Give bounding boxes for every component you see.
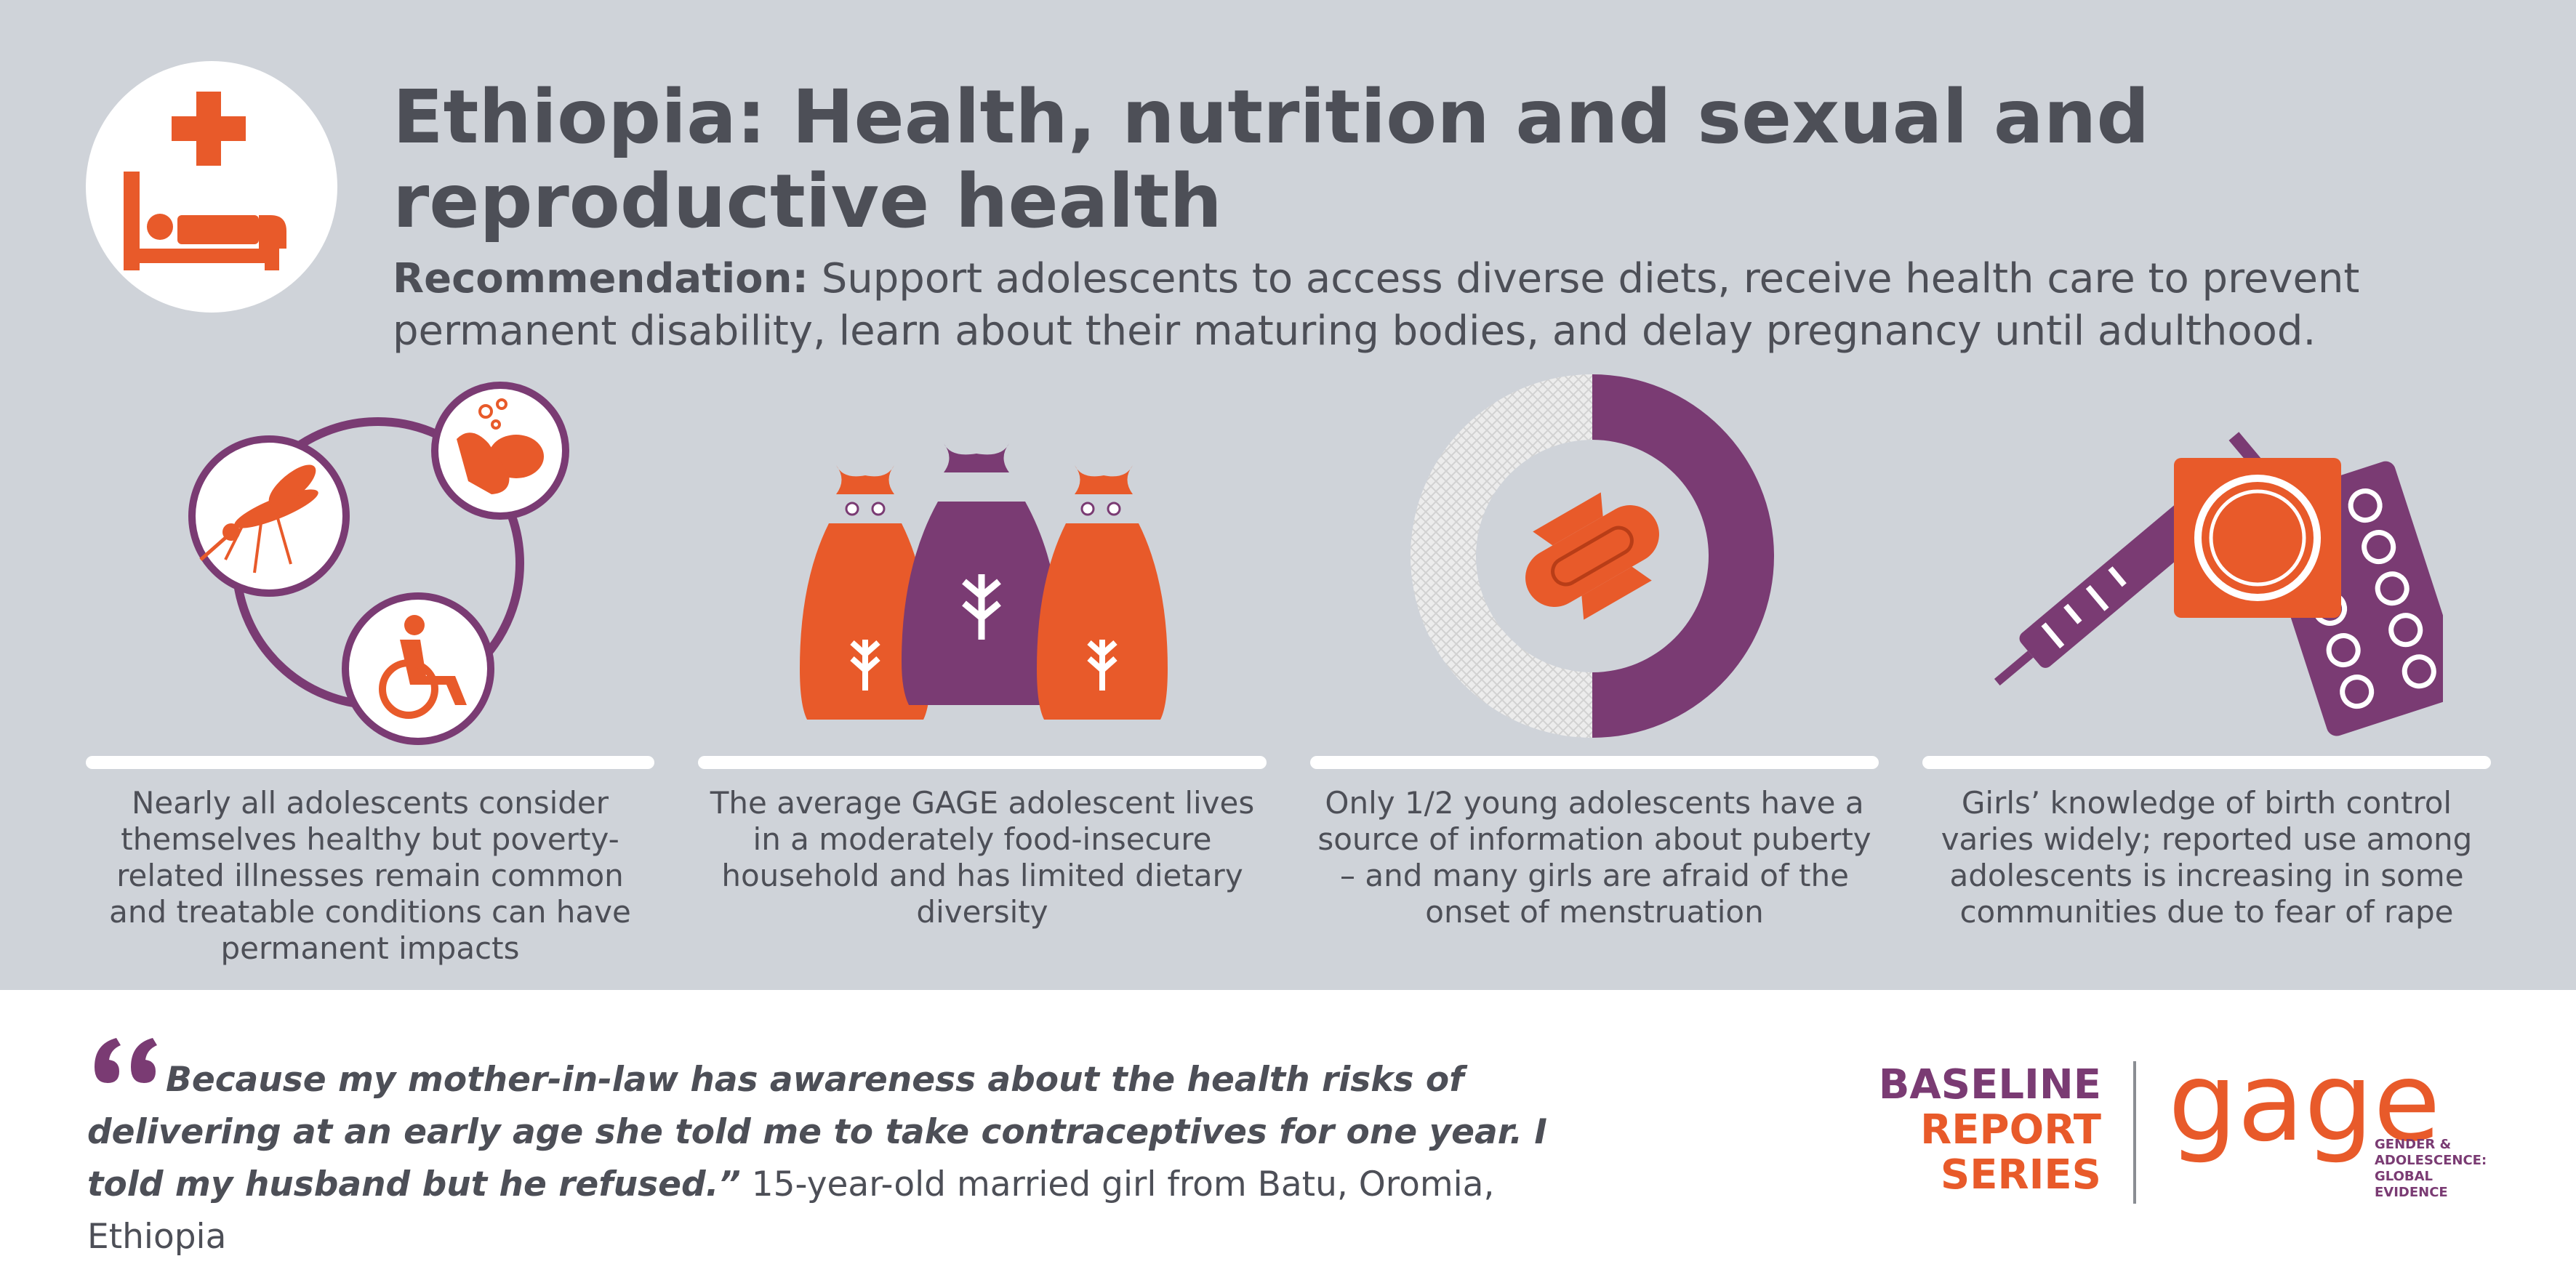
quote-mark-icon — [95, 1038, 157, 1083]
gage-logo: gage GENDER & ADOLESCENCE: GLOBAL EVIDEN… — [2168, 1054, 2487, 1200]
recommendation-text: Support adolescents to access diverse di… — [393, 255, 2360, 355]
quote-text: Because my mother-in-law has awareness a… — [87, 1060, 1547, 1204]
mosquito-icon — [188, 435, 350, 597]
puberty-donut-icon — [1411, 374, 1774, 738]
sack-middle — [902, 443, 1062, 705]
wheelchair-icon — [342, 592, 494, 745]
header-icon-badge — [86, 61, 337, 313]
gage-tagline-2: ADOLESCENCE: — [2375, 1153, 2487, 1168]
contraceptives-icon — [1994, 432, 2443, 736]
page-title: Ethiopia: Health, nutrition and sexual a… — [393, 74, 2150, 245]
divider-1 — [86, 756, 654, 769]
finding-birth-control: Girls’ knowledge of birth control varies… — [1941, 785, 2473, 930]
divider-3 — [1310, 756, 1879, 769]
handwashing-icon — [431, 382, 569, 520]
baseline-report-series: BASELINE REPORT SERIES — [1861, 1063, 2101, 1198]
gage-tagline-1: GENDER & — [2375, 1137, 2451, 1152]
sack-right — [1037, 465, 1168, 720]
series-line-1: BASELINE — [1878, 1061, 2101, 1108]
gage-tagline-4: EVIDENCE — [2375, 1185, 2448, 1200]
quote-attribution: 15-year-old married girl from Batu, Orom… — [87, 1164, 1495, 1257]
series-line-3: SERIES — [1940, 1151, 2101, 1199]
donut-unfilled-half — [1411, 374, 1592, 738]
recommendation: Recommendation: Support adolescents to a… — [393, 253, 2428, 358]
grain-sacks-icon — [800, 443, 1168, 720]
quote-panel — [0, 990, 2576, 1288]
quote: Because my mother-in-law has awareness a… — [87, 1054, 1629, 1263]
hospital-bed-cross-icon — [124, 92, 286, 270]
donut-filled-half — [1592, 374, 1774, 738]
sack-left — [800, 465, 931, 720]
finding-puberty-information: Only 1/2 young adolescents have a source… — [1317, 785, 1871, 930]
gage-tagline-3: GLOBAL — [2375, 1169, 2433, 1184]
finding-illness: Nearly all adolescents consider themselv… — [109, 785, 631, 966]
gage-logo-text: gage — [2168, 1054, 2441, 1166]
divider-2 — [698, 756, 1267, 769]
finding-food-insecurity: The average GAGE adolescent lives in a m… — [710, 785, 1255, 930]
recommendation-label: Recommendation: — [393, 255, 808, 302]
series-line-2: REPORT — [1920, 1106, 2101, 1154]
branding-divider — [2133, 1061, 2136, 1204]
condom-icon — [2174, 458, 2341, 618]
top-panel — [0, 0, 2576, 990]
sanitary-pad-icon — [1525, 492, 1659, 620]
divider-4 — [1922, 756, 2491, 769]
illness-cycle-icon — [188, 382, 569, 745]
